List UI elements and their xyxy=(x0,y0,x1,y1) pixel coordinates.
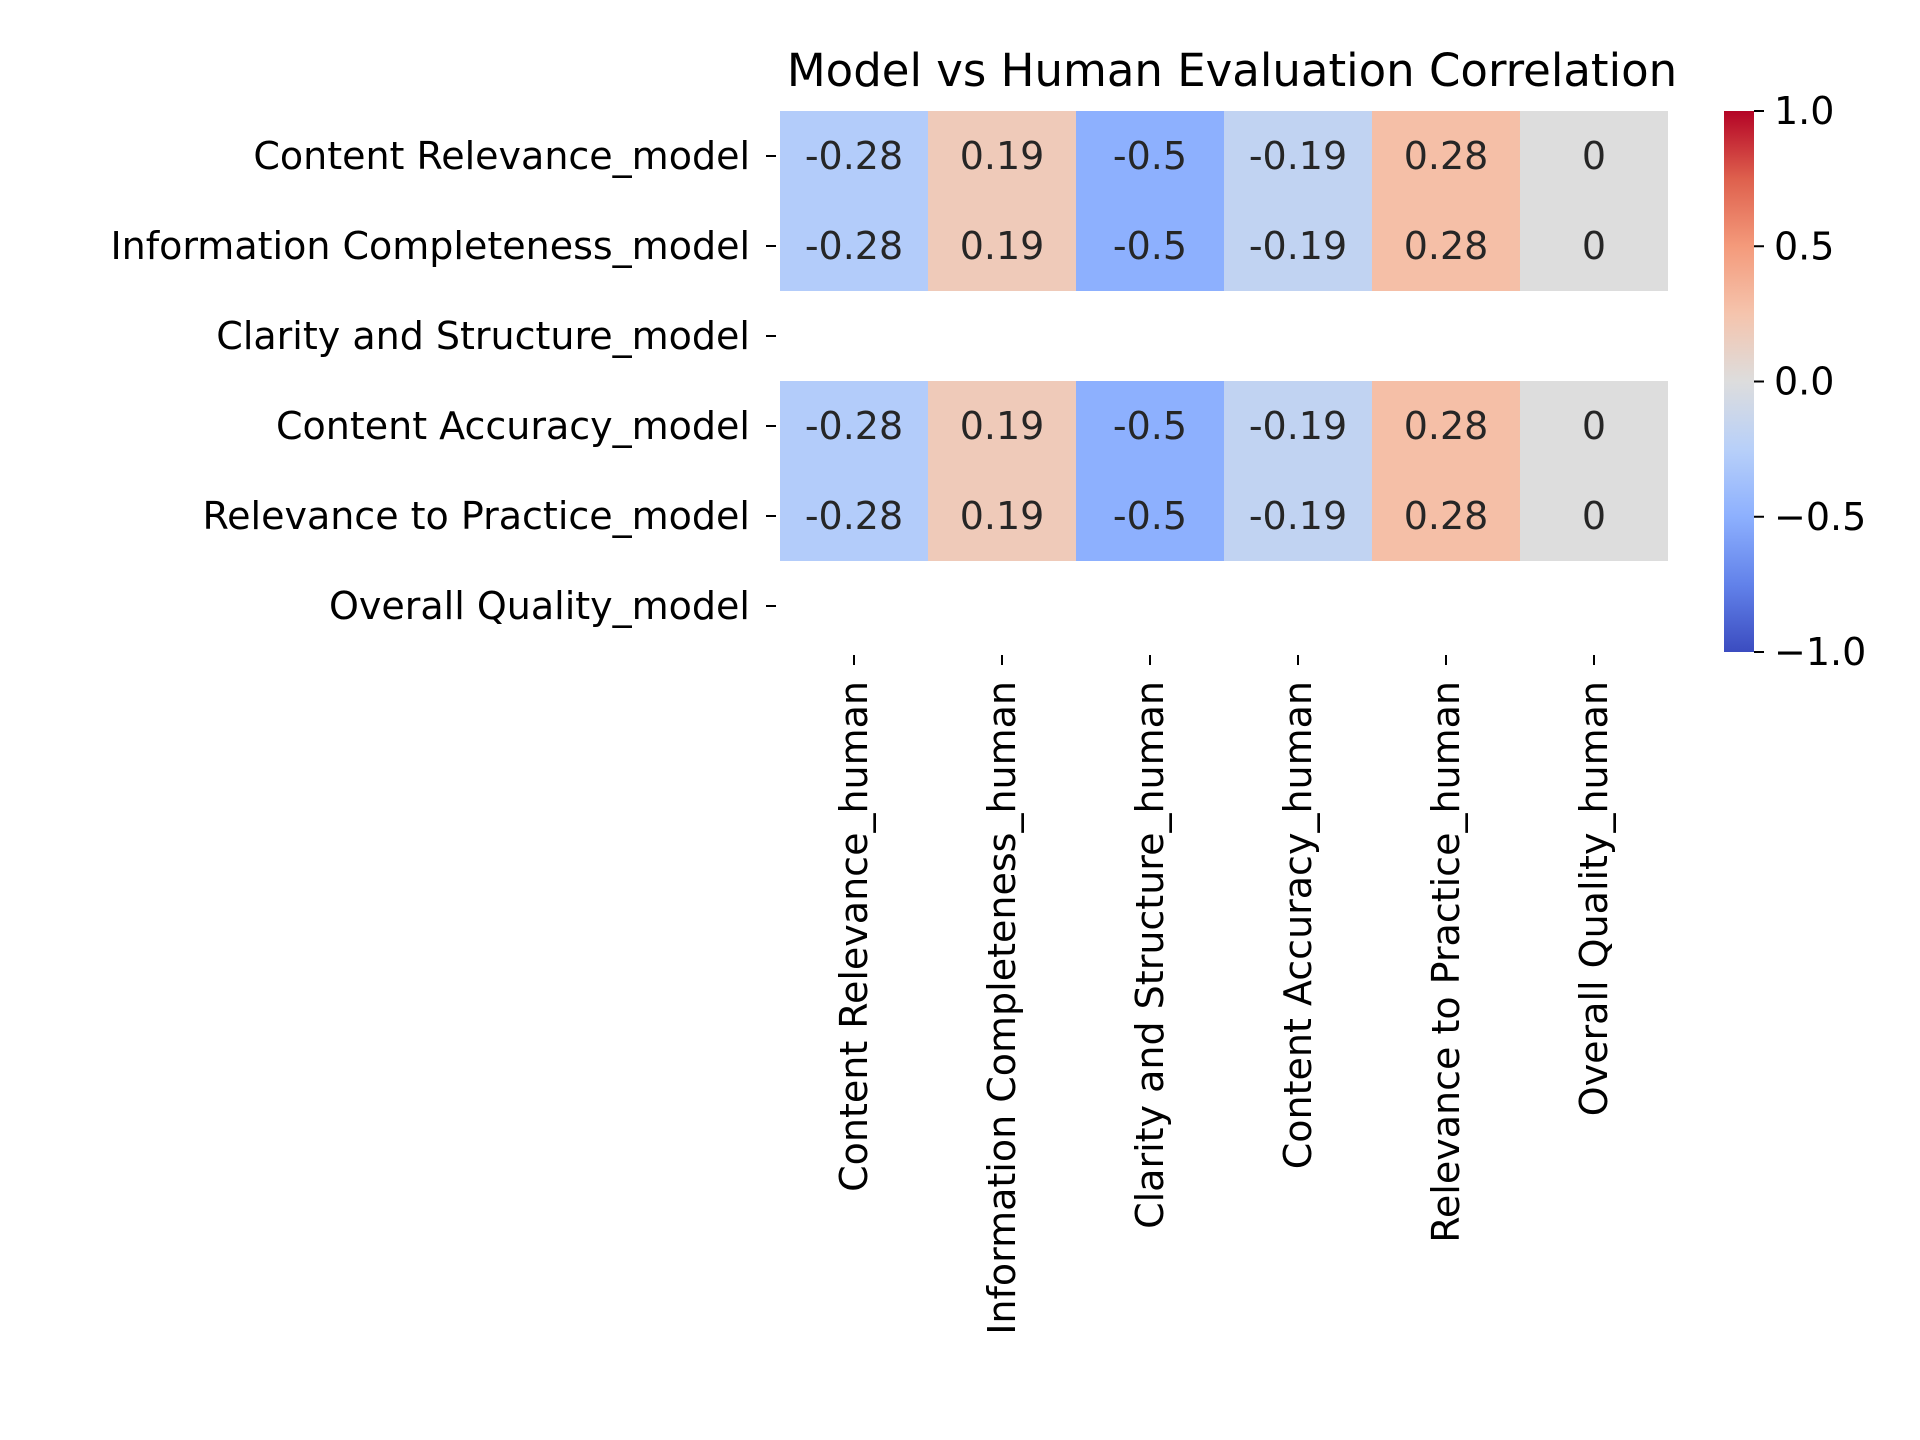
cell-value-label: -0.28 xyxy=(805,134,903,178)
heatmap-cell xyxy=(1076,111,1224,201)
heatmap-cell xyxy=(1520,111,1668,201)
column-label: Information Completeness_human xyxy=(980,681,1024,1335)
cell-value-label: 0.28 xyxy=(1404,134,1489,178)
colorbar-tick-label: 0.0 xyxy=(1774,360,1834,404)
cell-value-label: -0.5 xyxy=(1113,494,1187,538)
heatmap-cell xyxy=(1076,381,1224,471)
colorbar-tick-label: 1.0 xyxy=(1774,89,1834,133)
cell-value-label: 0.19 xyxy=(960,134,1045,178)
colorbar-tick-label: −1.0 xyxy=(1774,630,1866,674)
heatmap-cell xyxy=(928,381,1076,471)
chart-title: Model vs Human Evaluation Correlation xyxy=(787,44,1677,97)
cell-value-label: -0.19 xyxy=(1249,404,1347,448)
cell-value-label: 0.19 xyxy=(960,224,1045,268)
heatmap-cell xyxy=(1224,111,1372,201)
cell-value-label: 0 xyxy=(1582,224,1606,268)
cell-value-label: -0.28 xyxy=(805,404,903,448)
colorbar-gradient xyxy=(1724,111,1754,652)
heatmap-cell xyxy=(1224,381,1372,471)
heatmap-cell xyxy=(1224,471,1372,561)
row-label: Overall Quality_model xyxy=(329,584,750,628)
row-label: Information Completeness_model xyxy=(110,224,750,268)
heatmap-cell xyxy=(1520,381,1668,471)
heatmap-cell xyxy=(1520,471,1668,561)
column-label: Content Accuracy_human xyxy=(1276,681,1320,1169)
cell-value-label: -0.28 xyxy=(805,224,903,268)
column-label: Overall Quality_human xyxy=(1572,681,1616,1116)
heatmap-cell xyxy=(1076,471,1224,561)
row-labels: Content Relevance_model Information Compl… xyxy=(110,134,776,628)
heatmap-cells: -0.28 0.19 -0.5 -0.19 0.28 0 -0.28 0.19 -0.5 -0.1… xyxy=(780,111,1668,561)
cell-value-label: -0.5 xyxy=(1113,404,1187,448)
heatmap-cell xyxy=(928,111,1076,201)
heatmap-cell xyxy=(1372,201,1520,291)
heatmap-cell xyxy=(928,201,1076,291)
row-label: Relevance to Practice_model xyxy=(202,494,750,538)
cell-value-label: -0.28 xyxy=(805,494,903,538)
heatmap-cell xyxy=(1224,201,1372,291)
heatmap-cell xyxy=(780,471,928,561)
heatmap-cell xyxy=(1372,471,1520,561)
heatmap-cell xyxy=(1372,111,1520,201)
cell-value-label: -0.5 xyxy=(1113,224,1187,268)
row-label: Content Relevance_model xyxy=(253,134,750,178)
heatmap-cell xyxy=(1372,381,1520,471)
cell-value-label: 0.28 xyxy=(1404,224,1489,268)
cell-value-label: 0.28 xyxy=(1404,494,1489,538)
cell-value-label: 0.28 xyxy=(1404,404,1489,448)
colorbar-tick-label: −0.5 xyxy=(1774,495,1866,539)
row-label: Content Accuracy_model xyxy=(276,404,750,448)
cell-value-label: -0.19 xyxy=(1249,494,1347,538)
column-label: Content Relevance_human xyxy=(832,681,876,1192)
heatmap-cell xyxy=(780,201,928,291)
heatmap-cell xyxy=(928,471,1076,561)
colorbar: 1.0 0.5 0.0 −0.5 −1.0 xyxy=(1724,89,1866,674)
colorbar-tick-label: 0.5 xyxy=(1774,224,1834,268)
heatmap-cell xyxy=(1520,201,1668,291)
heatmap-cell xyxy=(1076,201,1224,291)
cell-value-label: 0.19 xyxy=(960,404,1045,448)
cell-value-label: -0.19 xyxy=(1249,224,1347,268)
cell-value-label: 0.19 xyxy=(960,494,1045,538)
heatmap-cell xyxy=(780,381,928,471)
cell-value-label: 0 xyxy=(1582,404,1606,448)
column-labels: Content Relevance_human Information Compl… xyxy=(832,655,1616,1335)
column-label: Relevance to Practice_human xyxy=(1424,681,1468,1243)
cell-value-label: 0 xyxy=(1582,134,1606,178)
row-label: Clarity and Structure_model xyxy=(216,314,750,358)
cell-value-label: -0.19 xyxy=(1249,134,1347,178)
cell-value-label: -0.5 xyxy=(1113,134,1187,178)
heatmap-cell xyxy=(780,111,928,201)
column-label: Clarity and Structure_human xyxy=(1128,681,1172,1229)
cell-value-label: 0 xyxy=(1582,494,1606,538)
